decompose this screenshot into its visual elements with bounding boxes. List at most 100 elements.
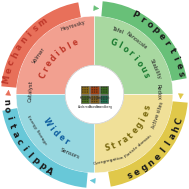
Text: a: a	[167, 132, 178, 141]
Text: r: r	[126, 49, 135, 58]
Circle shape	[101, 89, 102, 91]
Circle shape	[94, 96, 95, 98]
Circle shape	[105, 101, 107, 102]
Text: Overgregation: Overgregation	[93, 156, 125, 166]
Text: P: P	[130, 10, 140, 21]
Text: o: o	[2, 106, 12, 114]
Circle shape	[91, 96, 93, 98]
Text: a: a	[121, 135, 130, 145]
Text: c: c	[14, 137, 24, 146]
Circle shape	[84, 87, 86, 88]
Wedge shape	[1, 2, 81, 88]
Circle shape	[101, 101, 102, 102]
Text: Active sites: Active sites	[151, 101, 164, 129]
Wedge shape	[94, 16, 173, 94]
Text: d: d	[51, 128, 61, 138]
Text: m: m	[36, 16, 49, 29]
Text: i: i	[139, 117, 148, 123]
Text: l: l	[159, 147, 168, 155]
Text: S: S	[104, 143, 111, 153]
Text: e: e	[71, 38, 79, 48]
Circle shape	[84, 89, 86, 91]
Text: n: n	[146, 157, 156, 168]
Text: n: n	[1, 98, 11, 105]
Circle shape	[103, 87, 105, 88]
Text: h: h	[171, 124, 182, 133]
Circle shape	[101, 91, 102, 93]
Text: e: e	[130, 126, 141, 136]
Circle shape	[96, 98, 98, 100]
Text: e: e	[44, 59, 54, 68]
Text: c: c	[6, 59, 17, 67]
Circle shape	[91, 87, 93, 88]
Text: Catalyst: Catalyst	[27, 80, 33, 102]
Text: r: r	[62, 137, 70, 146]
Circle shape	[87, 101, 88, 102]
Circle shape	[103, 91, 105, 93]
Text: h: h	[10, 50, 20, 60]
Text: C: C	[38, 71, 48, 80]
Circle shape	[84, 98, 86, 100]
Circle shape	[82, 98, 84, 100]
Circle shape	[87, 87, 88, 88]
Text: o: o	[121, 44, 130, 55]
Circle shape	[91, 89, 93, 91]
Circle shape	[87, 91, 88, 93]
Bar	[81, 95, 89, 103]
Wedge shape	[108, 101, 188, 187]
Circle shape	[82, 101, 84, 102]
Circle shape	[103, 101, 105, 102]
Circle shape	[65, 65, 124, 124]
Text: Energy Storage: Energy Storage	[26, 115, 47, 146]
Circle shape	[103, 96, 105, 98]
Circle shape	[94, 91, 95, 93]
Bar	[81, 86, 89, 94]
Text: t: t	[126, 131, 135, 140]
Circle shape	[105, 98, 107, 100]
Bar	[100, 95, 108, 103]
Circle shape	[82, 91, 84, 93]
Text: Sensors: Sensors	[59, 147, 80, 160]
Text: t: t	[110, 141, 117, 151]
Circle shape	[96, 89, 98, 91]
Text: Particle domain: Particle domain	[124, 134, 153, 159]
Circle shape	[103, 89, 105, 91]
Text: e: e	[56, 132, 66, 143]
Circle shape	[82, 87, 84, 88]
Circle shape	[87, 98, 88, 100]
Text: r: r	[41, 65, 51, 73]
Text: l: l	[117, 41, 123, 50]
Text: o: o	[134, 59, 145, 68]
Circle shape	[105, 91, 107, 93]
Circle shape	[101, 87, 102, 88]
Text: e: e	[132, 167, 142, 178]
Circle shape	[96, 91, 98, 93]
Text: s: s	[176, 71, 186, 78]
Text: p: p	[151, 25, 161, 36]
Circle shape	[84, 91, 86, 93]
Circle shape	[87, 96, 88, 98]
Wedge shape	[2, 108, 88, 188]
Circle shape	[91, 98, 93, 100]
Text: M: M	[2, 74, 12, 84]
Text: Tafel: Tafel	[111, 26, 124, 35]
Text: Preyssler: Preyssler	[88, 96, 101, 100]
Wedge shape	[16, 16, 94, 94]
Circle shape	[84, 101, 86, 102]
Bar	[90, 86, 99, 94]
Text: a: a	[14, 43, 25, 52]
Text: Keggin: Keggin	[80, 96, 90, 100]
Text: o: o	[144, 19, 155, 30]
Text: Stability: Stability	[149, 58, 162, 80]
Circle shape	[82, 89, 84, 91]
Circle shape	[94, 101, 95, 102]
Text: a: a	[10, 129, 20, 139]
Text: i: i	[171, 55, 180, 61]
Wedge shape	[16, 94, 94, 173]
Text: e: e	[174, 62, 184, 70]
Text: t: t	[7, 123, 16, 130]
Text: i: i	[19, 145, 29, 153]
Text: i: i	[131, 54, 140, 62]
Circle shape	[96, 101, 98, 102]
Text: Volmer: Volmer	[31, 46, 46, 64]
